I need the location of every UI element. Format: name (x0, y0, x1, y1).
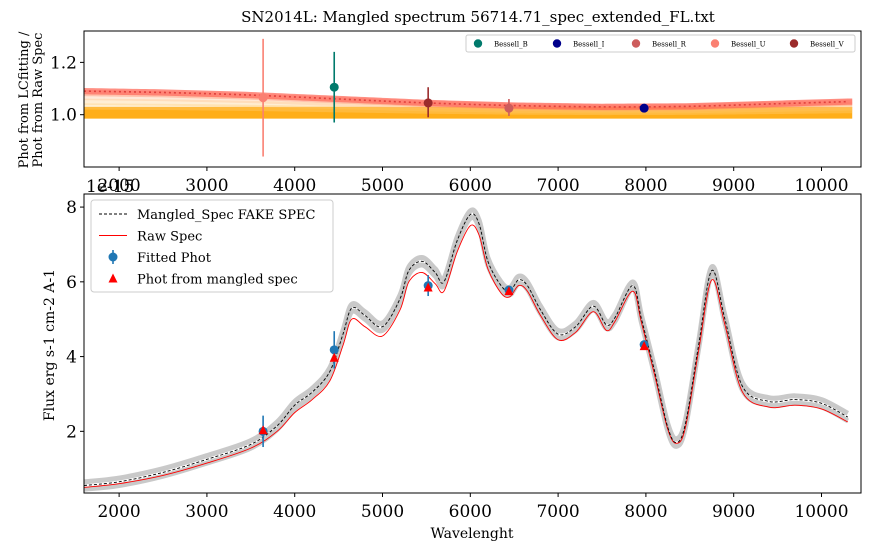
spectrum-x-ticks: 2000 3000 4000 5000 6000 7000 8000 9000 10000 (97, 493, 849, 522)
ratio-x-tick-label: 7000 (536, 176, 579, 196)
ratio-curve-band (84, 88, 853, 110)
ratio-y-axis-label-line: Phot from LCfitting / (17, 31, 32, 168)
spectrum-x-tick-label: 7000 (536, 502, 579, 522)
spectrum-x-tick-label: 8000 (624, 502, 667, 522)
ratio-axes (83, 30, 862, 168)
ratio-point-bessell-u (258, 38, 268, 157)
ratio-x-tick-label: 5000 (361, 176, 404, 196)
ratio-x-tick-label: 4000 (273, 176, 316, 196)
ratio-legend-label: Bessell_R (652, 41, 687, 49)
ratio-curve (83, 90, 848, 108)
raw-spec-path (83, 224, 849, 488)
ratio-point-bessell-b (329, 51, 339, 123)
spectrum-x-tick-label: 10000 (794, 502, 848, 522)
legend-swatch-point (108, 252, 118, 262)
ratio-legend-label: Bessell_I (573, 41, 605, 49)
spectrum-legend-label: Phot from mangled spec (137, 273, 298, 288)
ratio-x-tick-label: 9000 (712, 176, 755, 196)
ratio-point-bessell-r (504, 99, 514, 116)
ratio-x-tick-label: 8000 (624, 176, 667, 196)
ratio-legend-item: Bessell_I (552, 39, 605, 49)
ratio-axes-frame (83, 30, 862, 168)
ratio-legend-item: Bessell_B (473, 39, 528, 49)
ratio-x-tick-label: 10000 (794, 176, 848, 196)
spectrum-y-tick-label: 2 (66, 422, 77, 442)
ratio-legend-marker (473, 39, 483, 48)
spectrum-x-tick-label: 9000 (712, 502, 755, 522)
ratio-points (258, 38, 649, 157)
fitted-phot-marker (329, 345, 339, 355)
spectrum-y-tick-label: 4 (66, 348, 77, 368)
spectrum-x-tick-label: 4000 (273, 502, 316, 522)
ratio-y-tick-label: 1.2 (50, 53, 77, 73)
spectrum-legend-label: Fitted Phot (137, 251, 212, 266)
ratio-panel-title: SN2014L: Mangled spectrum 56714.71_spec_… (241, 8, 715, 26)
ratio-legend-label: Bessell_U (731, 41, 766, 49)
ratio-marker (504, 103, 514, 113)
ratio-x-tick-label: 3000 (185, 176, 228, 196)
ratio-y-ticks: 1.0 1.2 (50, 53, 84, 126)
spectrum-x-tick-label: 6000 (449, 502, 492, 522)
ratio-legend-marker (631, 39, 641, 48)
ratio-fan-band (84, 103, 853, 116)
legend-swatch-triangle (108, 273, 118, 283)
ratio-legend-marker (789, 39, 799, 48)
spectrum-panel: 2 4 6 8 2000 3000 4000 5000 6000 7000 8000 9000 100… (42, 193, 862, 542)
ratio-y-axis-label: Phot from LCfitting /Phot from Raw Spec (17, 31, 46, 168)
spectrum-legend-label: Raw Spec (137, 230, 202, 245)
ratio-marker (639, 103, 649, 113)
ratio-x-tick-label: 2000 (97, 176, 140, 196)
spectrum-legend: Mangled_Spec FAKE SPEC Raw Spec Fitted Pho… (90, 199, 334, 293)
ratio-y-tick-label: 1.0 (50, 106, 77, 126)
spectrum-legend-item: Raw Spec (99, 230, 202, 245)
ratio-point-bessell-v (423, 87, 433, 118)
ratio-x-ticks: 2000 3000 4000 5000 6000 7000 8000 9000 10000 (97, 167, 849, 196)
spectrum-legend-box (90, 199, 334, 293)
ratio-panel: SN2014L: Mangled spectrum 56714.71_spec_… (17, 8, 862, 197)
ratio-legend-item: Bessell_V (789, 39, 845, 49)
spectrum-x-tick-label: 3000 (185, 502, 228, 522)
phot-from-mangled-spec-marker (423, 282, 433, 292)
ratio-base-band (84, 106, 853, 119)
spectrum-y-ticks: 2 4 6 8 (66, 198, 84, 442)
phot-from-mangled-spec-marker (504, 286, 514, 296)
ratio-marker (258, 93, 268, 103)
spectrum-axes-frame (83, 193, 862, 494)
spectrum-x-tick-label: 2000 (97, 502, 140, 522)
spectrum-y-tick-label: 8 (66, 198, 77, 218)
spectrum-legend-label: Mangled_Spec FAKE SPEC (137, 208, 316, 223)
fitted-phot-points (258, 275, 649, 448)
ratio-legend-label: Bessell_V (810, 41, 845, 49)
ratio-point-bessell-i (639, 103, 649, 113)
ratio-legend-marker (710, 39, 720, 48)
phot-from-mangled-spec-marker (329, 352, 339, 362)
phot-from-mangled-spec-points (258, 282, 649, 435)
spectrum-axes (83, 193, 862, 494)
spectrum-legend-item: Fitted Phot (108, 250, 212, 266)
fitted-phot-point (329, 331, 339, 369)
y-offset-text: 1e-15 (86, 177, 134, 197)
spectrum-legend-item: Mangled_Spec FAKE SPEC (99, 208, 316, 223)
spectrum-y-axis-label: Flux erg s-1 cm-2 A-1 (42, 269, 58, 421)
spectrum-legend-item: Phot from mangled spec (108, 273, 298, 288)
spectrum-y-tick-label: 6 (66, 273, 77, 293)
ratio-legend-label: Bessell_B (494, 41, 528, 49)
spectrum-x-axis-label: Wavelenght (430, 526, 513, 542)
ratio-marker (329, 82, 339, 92)
spectrum-x-tick-label: 5000 (361, 502, 404, 522)
ratio-legend-box (465, 34, 856, 53)
raw-spec-line (83, 224, 849, 488)
ratio-dotted-line (83, 90, 848, 108)
ratio-marker (423, 98, 433, 108)
ratio-y-axis-label-line: Phot from Raw Spec (31, 33, 46, 168)
phot-from-mangled-spec-marker (258, 425, 268, 435)
ratio-legend-marker (552, 39, 562, 48)
ratio-legend-item: Bessell_U (710, 39, 766, 49)
ratio-x-tick-label: 6000 (449, 176, 492, 196)
phot-from-mangled-spec-marker (639, 341, 649, 351)
ratio-legend-item: Bessell_R (631, 39, 687, 49)
ratio-legend: Bessell_B Bessell_I Bessell_R Bessell_U Bess… (465, 34, 856, 53)
